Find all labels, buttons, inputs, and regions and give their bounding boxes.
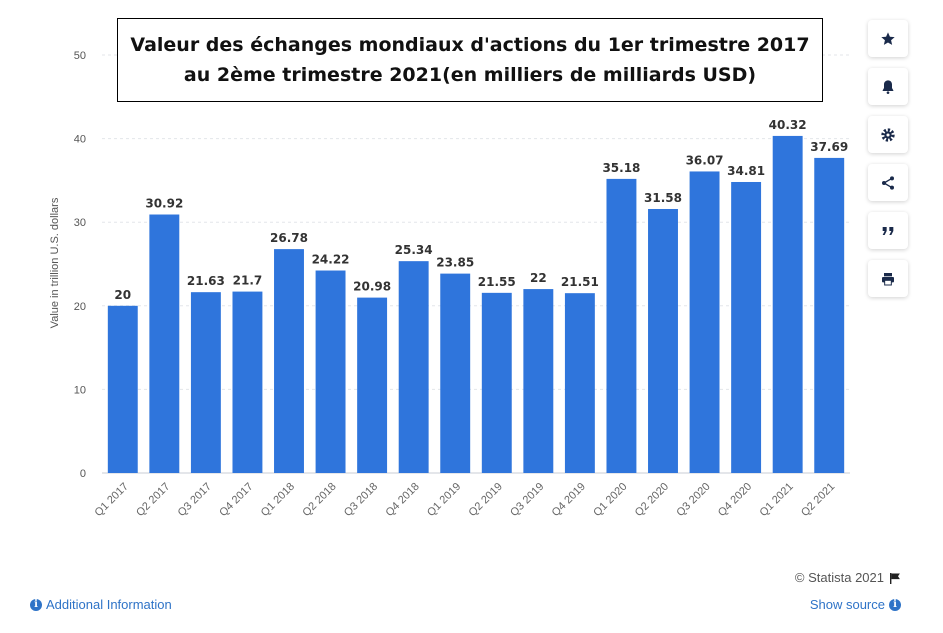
data-label: 36.07: [686, 153, 724, 167]
data-label: 34.81: [727, 164, 765, 178]
data-label: 21.51: [561, 275, 599, 289]
flag-icon[interactable]: [889, 572, 901, 584]
data-label: 37.69: [810, 140, 848, 154]
quote-icon: [882, 226, 894, 235]
bell-icon: [882, 79, 894, 94]
data-label: 35.18: [602, 161, 640, 175]
y-axis-label: Value in trillion U.S. dollars: [49, 197, 61, 328]
data-label: 20: [114, 288, 131, 302]
x-tick-label: Q2 2020: [633, 481, 671, 519]
x-tick-label: Q1 2018: [259, 481, 297, 519]
data-label: 31.58: [644, 191, 682, 205]
bar[interactable]: [689, 171, 720, 473]
bar[interactable]: [107, 305, 138, 473]
show-source-link[interactable]: Show source i: [810, 597, 901, 612]
bar[interactable]: [315, 270, 346, 473]
bars: [107, 135, 845, 474]
gear-icon: [881, 127, 895, 142]
notification-button[interactable]: [868, 68, 908, 105]
y-tick-label: 50: [74, 50, 86, 62]
data-label: 25.34: [395, 243, 433, 257]
bar-chart: 0 10 20 30 40 50 20 30.92 21.63 21.7 26.78 24.2220…: [49, 50, 850, 519]
cite-button[interactable]: [868, 212, 908, 249]
data-label: 23.85: [436, 256, 474, 270]
chart-title-line-2: au 2ème trimestre 2021(en milliers de mi…: [183, 64, 757, 86]
data-label: 24.22: [312, 253, 350, 267]
print-button[interactable]: [868, 260, 908, 297]
bar[interactable]: [814, 157, 845, 473]
x-tick-label: Q2 2019: [467, 481, 505, 519]
bar[interactable]: [440, 273, 471, 473]
additional-information-label: Additional Information: [46, 597, 172, 612]
x-tick-label: Q3 2020: [674, 481, 712, 519]
data-label: 30.92: [145, 197, 183, 211]
bar[interactable]: [772, 135, 803, 473]
y-tick-label: 30: [74, 217, 86, 229]
y-tick-label: 40: [74, 134, 86, 146]
x-tick-label: Q1 2019: [425, 481, 463, 519]
x-tick-label: Q1 2017: [93, 481, 131, 519]
bar[interactable]: [648, 208, 678, 473]
print-icon: [882, 272, 894, 285]
star-icon: [881, 31, 895, 45]
bar[interactable]: [357, 297, 388, 473]
bar[interactable]: [481, 292, 512, 473]
show-source-label: Show source: [809, 597, 885, 612]
bar[interactable]: [564, 293, 595, 473]
favorite-button[interactable]: [868, 20, 908, 57]
y-tick-label: 10: [74, 384, 86, 396]
x-axis-ticks: Q1 2017 Q2 2017 Q3 2017 Q4 2017 Q1 2018 Q2 20…: [93, 481, 838, 519]
bar[interactable]: [398, 261, 429, 473]
data-label: 26.78: [270, 231, 308, 245]
data-label: 22: [530, 271, 547, 285]
x-tick-label: Q1 2020: [591, 481, 629, 519]
bar[interactable]: [190, 292, 221, 473]
data-label: 21.63: [187, 274, 225, 288]
data-label: 21.7: [233, 274, 263, 288]
data-label: 21.55: [478, 275, 516, 289]
y-axis-ticks: 0 10 20 30 40 50: [74, 50, 86, 480]
data-label: 20.98: [353, 280, 391, 294]
x-tick-label: Q3 2019: [508, 481, 546, 519]
y-tick-label: 0: [80, 468, 86, 480]
share-button[interactable]: [868, 164, 908, 201]
chart-toolbar: [868, 20, 912, 308]
x-tick-label: Q4 2020: [716, 481, 754, 519]
x-tick-label: Q3 2017: [176, 481, 214, 519]
x-tick-label: Q4 2017: [217, 481, 255, 519]
y-tick-label: 20: [74, 301, 86, 313]
x-tick-label: Q4 2018: [383, 481, 421, 519]
x-tick-label: Q2 2021: [799, 481, 837, 519]
info-icon: i: [889, 598, 901, 611]
x-tick-label: Q2 2017: [134, 481, 172, 519]
x-tick-label: Q1 2021: [757, 481, 795, 519]
x-tick-label: Q4 2019: [550, 481, 588, 519]
statista-credit: © Statista 2021: [795, 570, 901, 585]
credit-text: © Statista 2021: [794, 570, 884, 585]
x-tick-label: Q2 2018: [300, 481, 338, 519]
chart-title: Valeur des échanges mondiaux d'actions d…: [117, 18, 823, 102]
additional-information-link[interactable]: i Additional Information: [30, 597, 172, 612]
share-icon: [882, 175, 894, 190]
bar[interactable]: [274, 249, 304, 473]
data-label: 40.32: [769, 118, 807, 132]
bar[interactable]: [606, 178, 637, 473]
bar[interactable]: [523, 289, 554, 473]
settings-button[interactable]: [868, 116, 908, 153]
x-tick-label: Q3 2018: [342, 481, 380, 519]
bar[interactable]: [731, 181, 762, 473]
chart-title-line-1: Valeur des échanges mondiaux d'actions d…: [130, 34, 810, 56]
info-icon: i: [30, 598, 42, 611]
bar[interactable]: [149, 214, 180, 474]
bar[interactable]: [232, 291, 263, 473]
